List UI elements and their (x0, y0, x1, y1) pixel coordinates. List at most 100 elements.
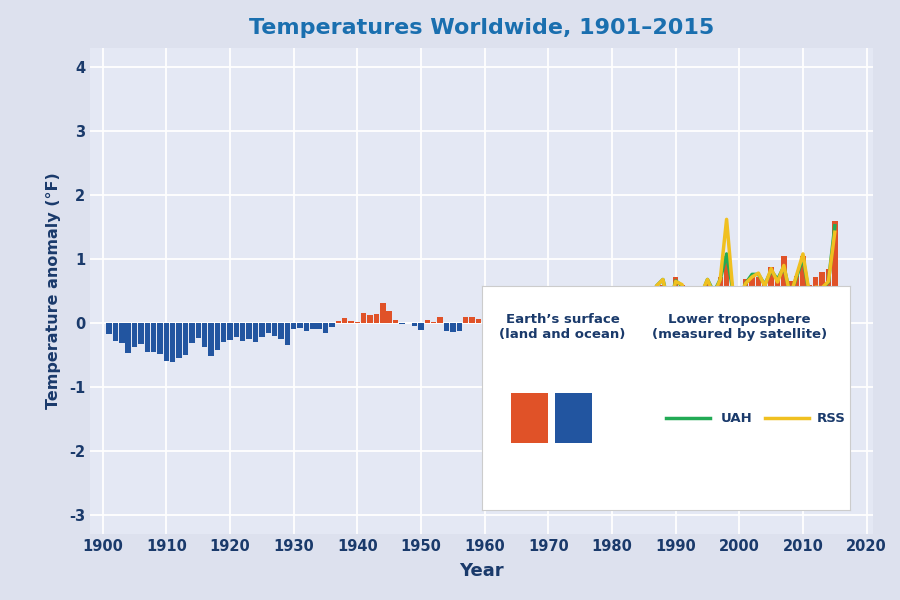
Bar (584, 323, 590, 331)
Bar (698, 293, 704, 323)
Bar (813, 277, 818, 323)
Bar (590, 310, 596, 323)
Bar (825, 269, 831, 323)
Bar (717, 277, 723, 323)
Bar (284, 323, 290, 346)
Bar (170, 323, 176, 362)
Bar (183, 323, 188, 355)
Bar (622, 310, 627, 323)
Bar (228, 323, 233, 340)
Bar (297, 323, 302, 328)
Bar (189, 323, 194, 343)
Bar (393, 320, 399, 323)
Bar (367, 316, 373, 323)
Bar (641, 310, 646, 323)
Bar (769, 268, 774, 323)
Bar (145, 323, 150, 352)
Title: Temperatures Worldwide, 1901–2015: Temperatures Worldwide, 1901–2015 (249, 18, 714, 38)
Bar (456, 323, 462, 331)
Bar (380, 302, 385, 323)
Bar (253, 323, 258, 341)
Bar (463, 317, 468, 323)
Bar (450, 323, 455, 332)
Bar (756, 277, 761, 323)
Bar (266, 323, 271, 333)
Bar (437, 317, 443, 323)
Bar (425, 320, 430, 323)
Bar (247, 323, 252, 339)
Bar (278, 323, 284, 339)
Bar (106, 323, 112, 334)
Bar (139, 323, 144, 344)
Bar (647, 302, 652, 323)
Bar (214, 323, 220, 350)
Bar (355, 322, 360, 323)
Bar (564, 311, 570, 323)
Bar (711, 291, 716, 323)
Bar (158, 323, 163, 355)
Bar (628, 296, 634, 323)
Bar (272, 323, 277, 337)
Bar (112, 323, 118, 341)
Bar (119, 323, 124, 343)
Bar (794, 276, 799, 323)
Bar (800, 256, 806, 323)
Bar (526, 322, 532, 323)
Bar (603, 310, 608, 323)
Bar (616, 293, 621, 323)
Y-axis label: Temperature anomaly (°F): Temperature anomaly (°F) (46, 173, 60, 409)
Bar (609, 300, 615, 323)
Bar (132, 323, 138, 347)
Bar (520, 323, 526, 326)
Bar (291, 323, 296, 329)
X-axis label: Year: Year (459, 562, 504, 580)
Bar (240, 323, 246, 341)
Bar (208, 323, 213, 356)
Bar (317, 323, 322, 329)
Bar (386, 311, 391, 323)
Bar (508, 323, 513, 332)
Bar (412, 323, 418, 326)
Bar (418, 323, 424, 330)
Bar (125, 323, 130, 353)
Bar (750, 275, 755, 323)
Bar (195, 323, 201, 338)
Bar (151, 323, 157, 352)
Bar (431, 322, 436, 323)
Bar (202, 323, 207, 347)
Bar (661, 284, 666, 323)
Bar (762, 283, 768, 323)
Bar (545, 314, 551, 323)
Bar (788, 281, 793, 323)
Bar (654, 288, 660, 323)
Bar (329, 323, 335, 328)
Bar (572, 323, 577, 329)
Bar (323, 323, 328, 332)
Bar (781, 256, 787, 323)
Bar (514, 323, 519, 329)
Bar (310, 323, 316, 329)
Bar (819, 272, 824, 323)
Bar (374, 314, 379, 323)
Bar (552, 323, 557, 328)
Bar (673, 277, 679, 323)
Bar (482, 322, 488, 323)
Bar (444, 323, 449, 331)
Bar (692, 295, 698, 323)
Bar (724, 256, 729, 323)
Bar (736, 288, 742, 323)
Bar (342, 318, 347, 323)
Bar (680, 285, 685, 323)
Bar (348, 321, 354, 323)
Bar (475, 319, 481, 323)
Bar (775, 278, 780, 323)
Bar (259, 323, 265, 337)
Bar (234, 323, 239, 337)
Bar (176, 323, 182, 358)
Bar (686, 302, 691, 323)
Bar (164, 323, 169, 361)
Bar (634, 309, 640, 323)
Bar (489, 318, 494, 323)
Bar (597, 319, 602, 323)
Bar (221, 323, 227, 342)
